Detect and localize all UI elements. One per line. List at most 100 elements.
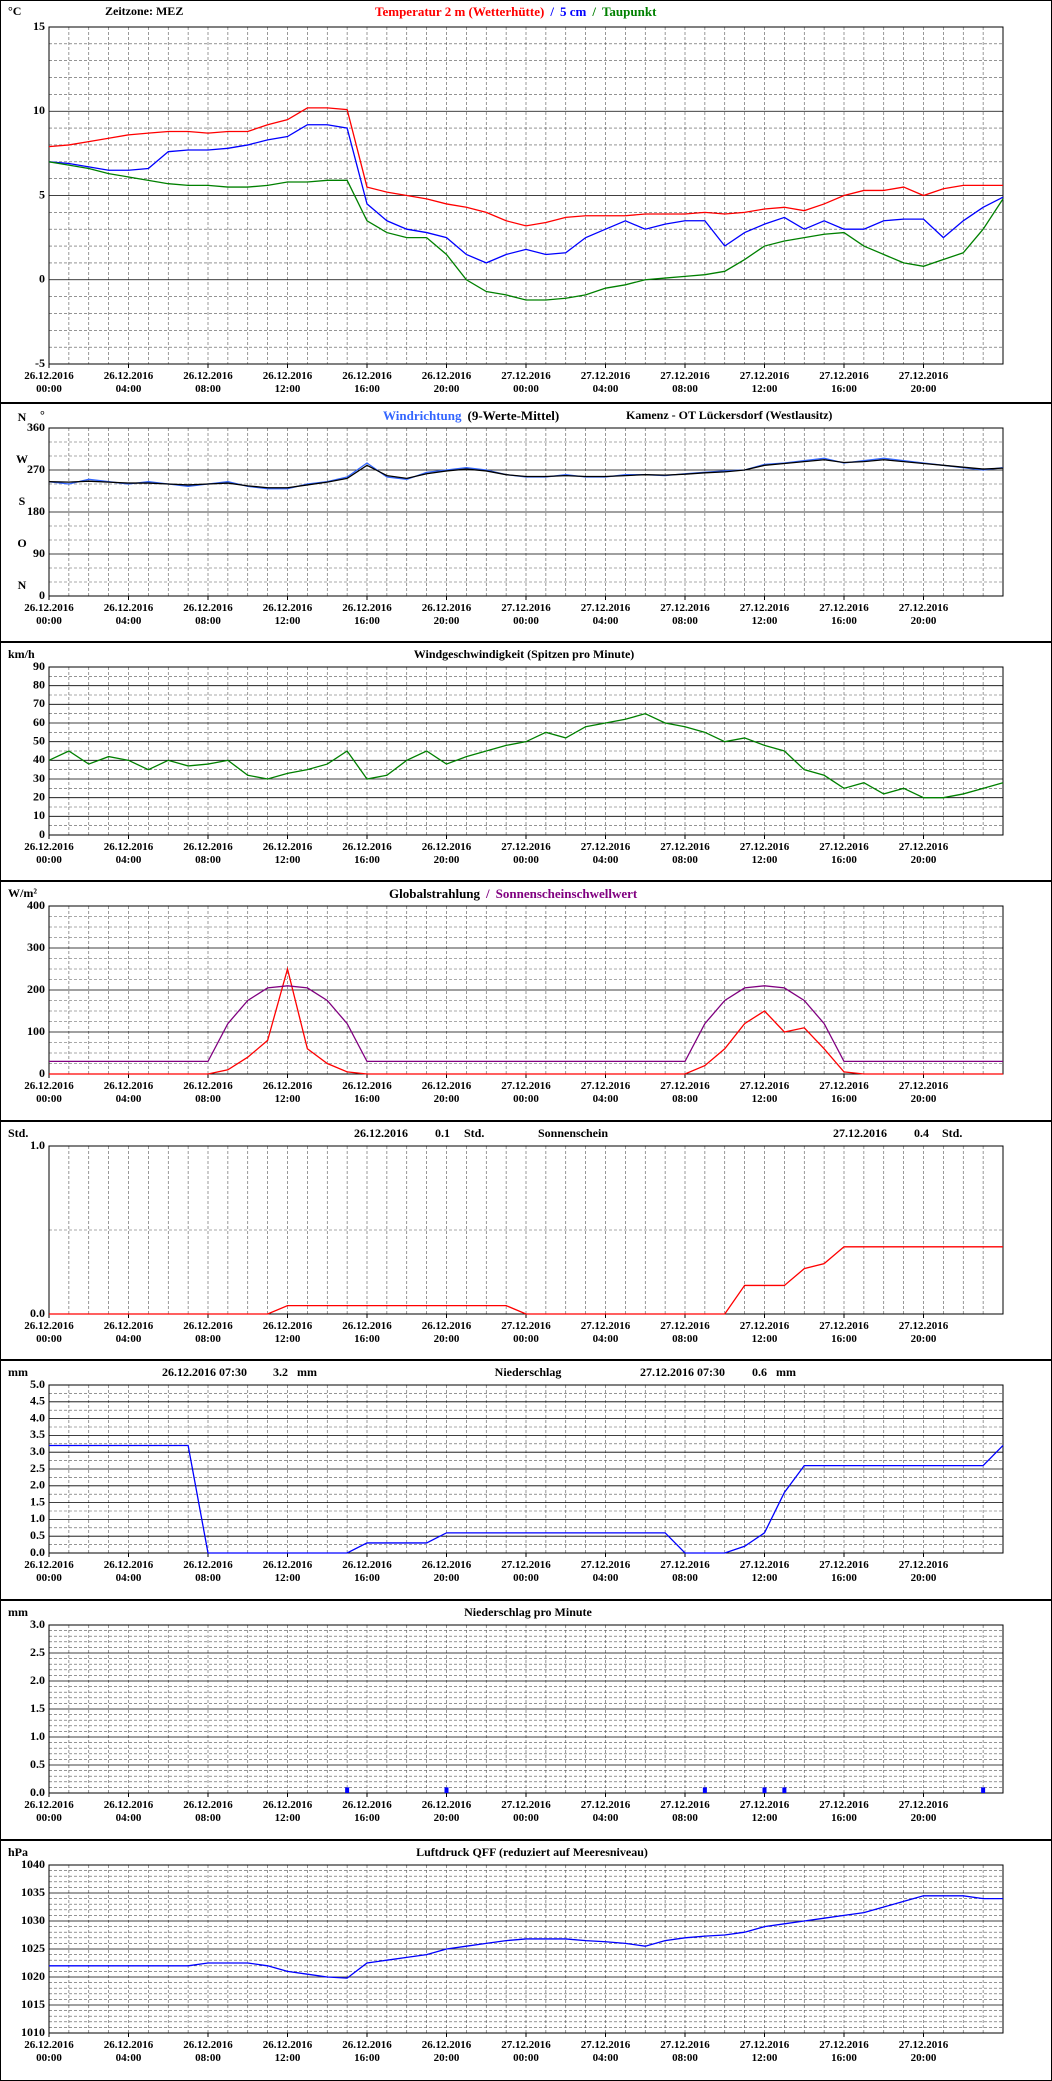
- legend-entry: Temperatur 2 m (Wetterhütte): [375, 4, 545, 19]
- compass-label: O: [17, 536, 26, 550]
- x-tick-label: 26.12.2016 00:00: [24, 1080, 74, 1105]
- x-tick-label: 27.12.2016 20:00: [898, 1080, 949, 1105]
- bar: [345, 1787, 350, 1793]
- compass-label: N: [18, 410, 27, 424]
- x-tick-label: 26.12.2016 04:00: [103, 1799, 154, 1824]
- y-tick-label: 2.5: [30, 1645, 45, 1659]
- x-tick-label: 26.12.2016 20:00: [421, 2039, 472, 2064]
- plot-frame: [48, 26, 1004, 365]
- y-tick-label: 0: [39, 827, 45, 841]
- x-tick-label: 27.12.2016 20:00: [898, 2039, 949, 2064]
- x-tick-label: 26.12.2016 20:00: [421, 602, 472, 627]
- x-tick-label: 27.12.2016 08:00: [660, 841, 710, 866]
- x-tick-label: 26.12.2016 08:00: [183, 602, 233, 627]
- x-tick-label: 26.12.2016 00:00: [24, 841, 74, 866]
- x-tick-label: 26.12.2016 20:00: [421, 841, 472, 866]
- x-tick-label: 27.12.2016 16:00: [819, 1559, 869, 1584]
- y-tick-label: 0.0: [30, 1785, 45, 1799]
- x-tick-label: 27.12.2016 04:00: [580, 1080, 631, 1105]
- x-tick-label: 27.12.2016 20:00: [898, 841, 949, 866]
- x-tick-label: 27.12.2016 04:00: [580, 2039, 631, 2064]
- annotation: 0.6: [752, 1365, 767, 1379]
- y-tick-label: 5: [39, 187, 45, 201]
- y-tick-label: 4.5: [30, 1394, 45, 1408]
- x-tick-label: 26.12.2016 08:00: [183, 1799, 233, 1824]
- x-tick-label: 26.12.2016 16:00: [342, 1320, 392, 1345]
- y-tick-label: 0.0: [30, 1306, 45, 1320]
- y-tick-label: 4.0: [30, 1410, 45, 1424]
- x-tick-label: 26.12.2016 20:00: [421, 1080, 472, 1105]
- plot-frame: [48, 1864, 1004, 2034]
- y-tick-label: 270: [27, 462, 45, 476]
- series-line: [48, 124, 1004, 264]
- annotation: mm: [776, 1365, 796, 1379]
- y-tick-label: 1025: [21, 1941, 45, 1955]
- annotation: 0.1: [435, 1126, 450, 1140]
- x-tick-label: 26.12.2016 12:00: [262, 1799, 313, 1824]
- x-tick-label: 26.12.2016 04:00: [103, 2039, 154, 2064]
- y-tick-label: 50: [33, 733, 45, 747]
- legend: Globalstrahlung / Sonnenscheinschwellwert: [389, 886, 643, 902]
- series-line: [48, 107, 1003, 227]
- plot-frame: [48, 1624, 1004, 1794]
- y-tick-label: 2.0: [30, 1673, 45, 1687]
- x-tick-label: 27.12.2016 16:00: [819, 1080, 869, 1105]
- y-tick-label: 90: [33, 546, 45, 560]
- x-tick-label: 26.12.2016 08:00: [183, 1559, 233, 1584]
- x-tick-label: 27.12.2016 00:00: [501, 841, 551, 866]
- legend-entry: 5 cm: [559, 4, 587, 19]
- legend-separator: /: [592, 4, 596, 19]
- legend-entry: (9-Werte-Mittel): [467, 408, 560, 423]
- series-line: [48, 459, 1004, 489]
- x-tick-label: 26.12.2016 08:00: [183, 2039, 233, 2064]
- x-tick-label: 27.12.2016 12:00: [739, 1320, 790, 1345]
- y-tick-label: 0.0: [30, 1545, 45, 1559]
- annotation: Std.: [942, 1126, 962, 1140]
- y-tick-label: 30: [33, 771, 45, 785]
- bar: [444, 1787, 449, 1793]
- y-tick-label: 0.5: [30, 1757, 45, 1771]
- y-tick-label: 70: [33, 696, 45, 710]
- x-tick-label: 26.12.2016 20:00: [421, 1799, 472, 1824]
- x-tick-label: 27.12.2016 12:00: [739, 1559, 790, 1584]
- compass-label: N: [18, 578, 27, 592]
- y-tick-label: 1020: [21, 1969, 45, 1983]
- y-tick-label: 1.0: [30, 1729, 45, 1743]
- series-line: [49, 985, 1003, 1063]
- y-tick-label: 360: [27, 420, 45, 434]
- x-tick-label: 27.12.2016 08:00: [660, 1559, 710, 1584]
- x-tick-label: 26.12.2016 04:00: [103, 1559, 154, 1584]
- y-tick-label: 1.5: [30, 1701, 45, 1715]
- x-tick-label: 27.12.2016 12:00: [739, 2039, 790, 2064]
- x-tick-label: 27.12.2016 12:00: [739, 370, 790, 395]
- x-tick-label: 26.12.2016 04:00: [103, 841, 154, 866]
- y-axis-unit: hPa: [8, 1845, 28, 1859]
- x-tick-label: 26.12.2016 20:00: [421, 370, 472, 395]
- legend-entry: Globalstrahlung: [389, 886, 481, 901]
- x-tick-label: 26.12.2016 00:00: [24, 2039, 74, 2064]
- x-tick-label: 26.12.2016 08:00: [183, 370, 233, 395]
- y-tick-label: 100: [27, 1024, 45, 1038]
- y-tick-label: 1.0: [30, 1511, 45, 1525]
- x-tick-label: 26.12.2016 20:00: [421, 1320, 472, 1345]
- y-tick-label: 10: [33, 103, 45, 117]
- x-tick-label: 26.12.2016 16:00: [342, 1080, 392, 1105]
- x-tick-label: 27.12.2016 16:00: [819, 841, 869, 866]
- x-tick-label: 27.12.2016 16:00: [819, 602, 869, 627]
- y-tick-label: 1010: [21, 2025, 45, 2039]
- x-tick-label: 27.12.2016 04:00: [580, 841, 631, 866]
- x-tick-label: 27.12.2016 00:00: [501, 1559, 551, 1584]
- y-tick-label: 40: [33, 752, 45, 766]
- y-tick-label: 2.5: [30, 1461, 45, 1475]
- y-tick-label: 20: [33, 789, 45, 803]
- annotation: Kamenz - OT Lückersdorf (Westlausitz): [626, 408, 832, 422]
- x-tick-label: 27.12.2016 00:00: [501, 2039, 551, 2064]
- x-tick-label: 27.12.2016 08:00: [660, 1080, 710, 1105]
- annotation: 26.12.2016: [354, 1126, 408, 1140]
- x-tick-label: 27.12.2016 20:00: [898, 1559, 949, 1584]
- x-tick-label: 26.12.2016 00:00: [24, 1559, 74, 1584]
- y-tick-label: 3.0: [30, 1444, 45, 1458]
- bar: [762, 1787, 767, 1793]
- y-tick-label: 0: [39, 272, 45, 286]
- series-line: [49, 1444, 1004, 1554]
